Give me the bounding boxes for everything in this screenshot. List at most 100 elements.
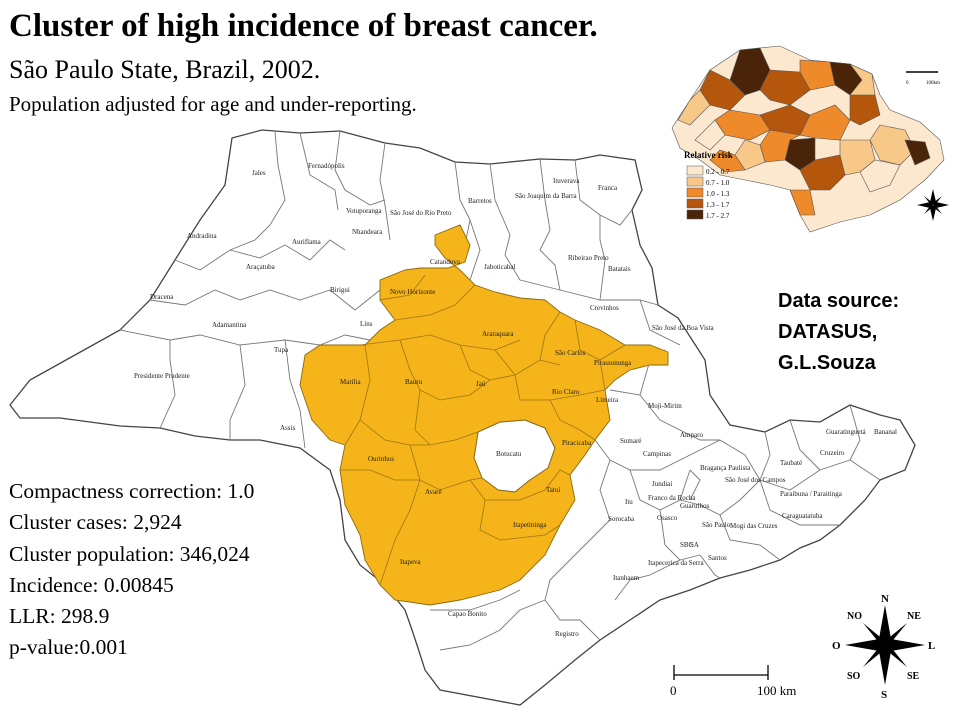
region-label: Itapecerica da Serra <box>648 559 704 567</box>
region-label: Sorocaba <box>608 515 635 523</box>
region-label: Presidente Prudente <box>134 372 190 380</box>
region-label: Paraibuna / Paraitinga <box>780 490 843 498</box>
region-label: Osasco <box>657 514 678 522</box>
data-source-line: G.L.Souza <box>778 352 876 374</box>
region-boundaries <box>119 130 881 651</box>
compass-n: N <box>881 593 889 605</box>
region-label: São Joaquim da Barra <box>515 192 578 200</box>
region-label: SA <box>690 541 699 549</box>
region-label: Batatais <box>608 265 631 273</box>
compass-se: SE <box>907 671 920 682</box>
region-label: Itanhaem <box>613 574 640 582</box>
region-label: São José do Rio Preto <box>390 209 452 217</box>
region-label: Marília <box>340 378 361 386</box>
region-label: Avaré <box>425 488 442 496</box>
scale-bar-zero: 0 <box>670 683 677 698</box>
region-label: São Carlos <box>555 349 586 357</box>
data-source: Data source: DATASUS, G.L.Souza <box>778 286 899 379</box>
region-label: Itapeva <box>400 558 421 566</box>
stat-population: Cluster population: 346,024 <box>9 541 250 566</box>
cluster-polygon <box>299 224 669 606</box>
compass-rose-icon: N S L O NE NO SE SO <box>832 593 935 701</box>
region-label: Piracicaba <box>562 439 592 447</box>
region-label: Amparo <box>680 431 703 439</box>
map-title: Cluster of high incidence of breast canc… <box>9 8 598 44</box>
region-label: Ituverava <box>553 177 580 185</box>
region-label: Franco da Rocha <box>648 494 696 502</box>
region-label: Botucatu <box>496 450 522 458</box>
region-label: Nhandeara <box>352 228 383 236</box>
region-label: Bauru <box>405 378 423 386</box>
region-label: Barretos <box>468 197 492 205</box>
region-label: Campinas <box>643 450 671 458</box>
region-label: Moji-Mirim <box>648 402 682 410</box>
scale-bar-end: 100 km <box>757 683 796 698</box>
stat-cases: Cluster cases: 2,924 <box>9 510 182 535</box>
region-label: Adamantina <box>212 321 247 329</box>
compass-ne: NE <box>907 611 921 622</box>
stat-compactness: Compactness correction: 1.0 <box>9 479 255 503</box>
map-subtitle: São Paulo State, Brazil, 2002. <box>9 55 321 84</box>
region-label: Votuporanga <box>346 207 383 215</box>
region-label: Jaú <box>476 380 486 388</box>
region-label: Bragança Paulista <box>700 464 751 472</box>
region-label: Rio Claro <box>552 388 580 396</box>
region-label: Jundiaí <box>652 480 672 488</box>
map-note: Population adjusted for age and under-re… <box>9 92 417 116</box>
region-label: Jales <box>252 169 266 177</box>
region-label: São Paulo <box>702 521 731 529</box>
region-label: Franca <box>598 184 618 192</box>
compass-s: S <box>881 689 887 701</box>
region-label: Jaboticabal <box>484 263 516 271</box>
region-label: Taubaté <box>780 459 802 467</box>
region-label: Pirassununga <box>594 359 632 367</box>
region-label: Bananal <box>874 428 897 436</box>
region-label: Santos <box>708 554 727 562</box>
region-label: Itapetininga <box>513 521 547 529</box>
region-label: Guarulhos <box>680 502 709 510</box>
region-label: Registro <box>555 630 579 638</box>
region-label: Novo Horizonte <box>390 288 435 296</box>
region-label: Caraguatatuba <box>782 512 823 520</box>
cluster-area <box>299 224 669 606</box>
region-label: Catanduva <box>430 258 461 266</box>
region-label: Birigui <box>330 286 350 294</box>
region-label: Ourinhos <box>368 455 394 463</box>
region-label: Capao Bonito <box>448 610 487 618</box>
region-label: Assis <box>280 424 295 432</box>
region-label: Itu <box>625 498 633 506</box>
region-label: São José da Boa Vista <box>652 324 715 332</box>
scale-bar: 0 100 km <box>670 665 796 698</box>
cluster-statistics: Compactness correction: 1.0 Cluster case… <box>9 476 254 664</box>
compass-l: L <box>928 640 935 652</box>
region-label: Tupa <box>274 346 289 354</box>
region-label: Crevinhos <box>590 304 619 312</box>
compass-so: SO <box>847 671 861 682</box>
stat-p-value: p-value:0.001 <box>9 635 128 660</box>
region-label: Araçatuba <box>246 263 276 271</box>
region-label: Dracena <box>150 293 174 301</box>
region-labels: Jales Fernadópolis Votuporanga Barretos … <box>134 162 897 638</box>
region-label: Andradina <box>187 232 217 240</box>
stat-incidence: Incidence: 0.00845 <box>9 572 174 597</box>
region-label: Limeira <box>596 396 619 404</box>
data-source-line: Data source: <box>778 290 900 312</box>
region-label: Guaratinguetá <box>826 428 867 436</box>
region-label: Cruzeiro <box>820 449 845 457</box>
region-label: Tatuí <box>546 486 560 494</box>
region-label: Ribeirao Preto <box>568 254 609 262</box>
region-label: Mogi das Cruzes <box>730 522 778 530</box>
region-label: São José dos Campos <box>725 476 786 484</box>
region-label: Fernadópolis <box>308 162 345 170</box>
data-source-line: DATASUS, <box>778 321 878 343</box>
region-label: Auriflama <box>292 238 322 246</box>
stat-llr: LLR: 298.9 <box>9 604 110 629</box>
region-label: Lins <box>360 320 373 328</box>
region-label: Sumaré <box>620 437 641 445</box>
compass-o: O <box>832 640 841 652</box>
region-label: SBC <box>680 541 694 549</box>
compass-no: NO <box>847 611 862 622</box>
region-label: Araraquara <box>482 330 514 338</box>
